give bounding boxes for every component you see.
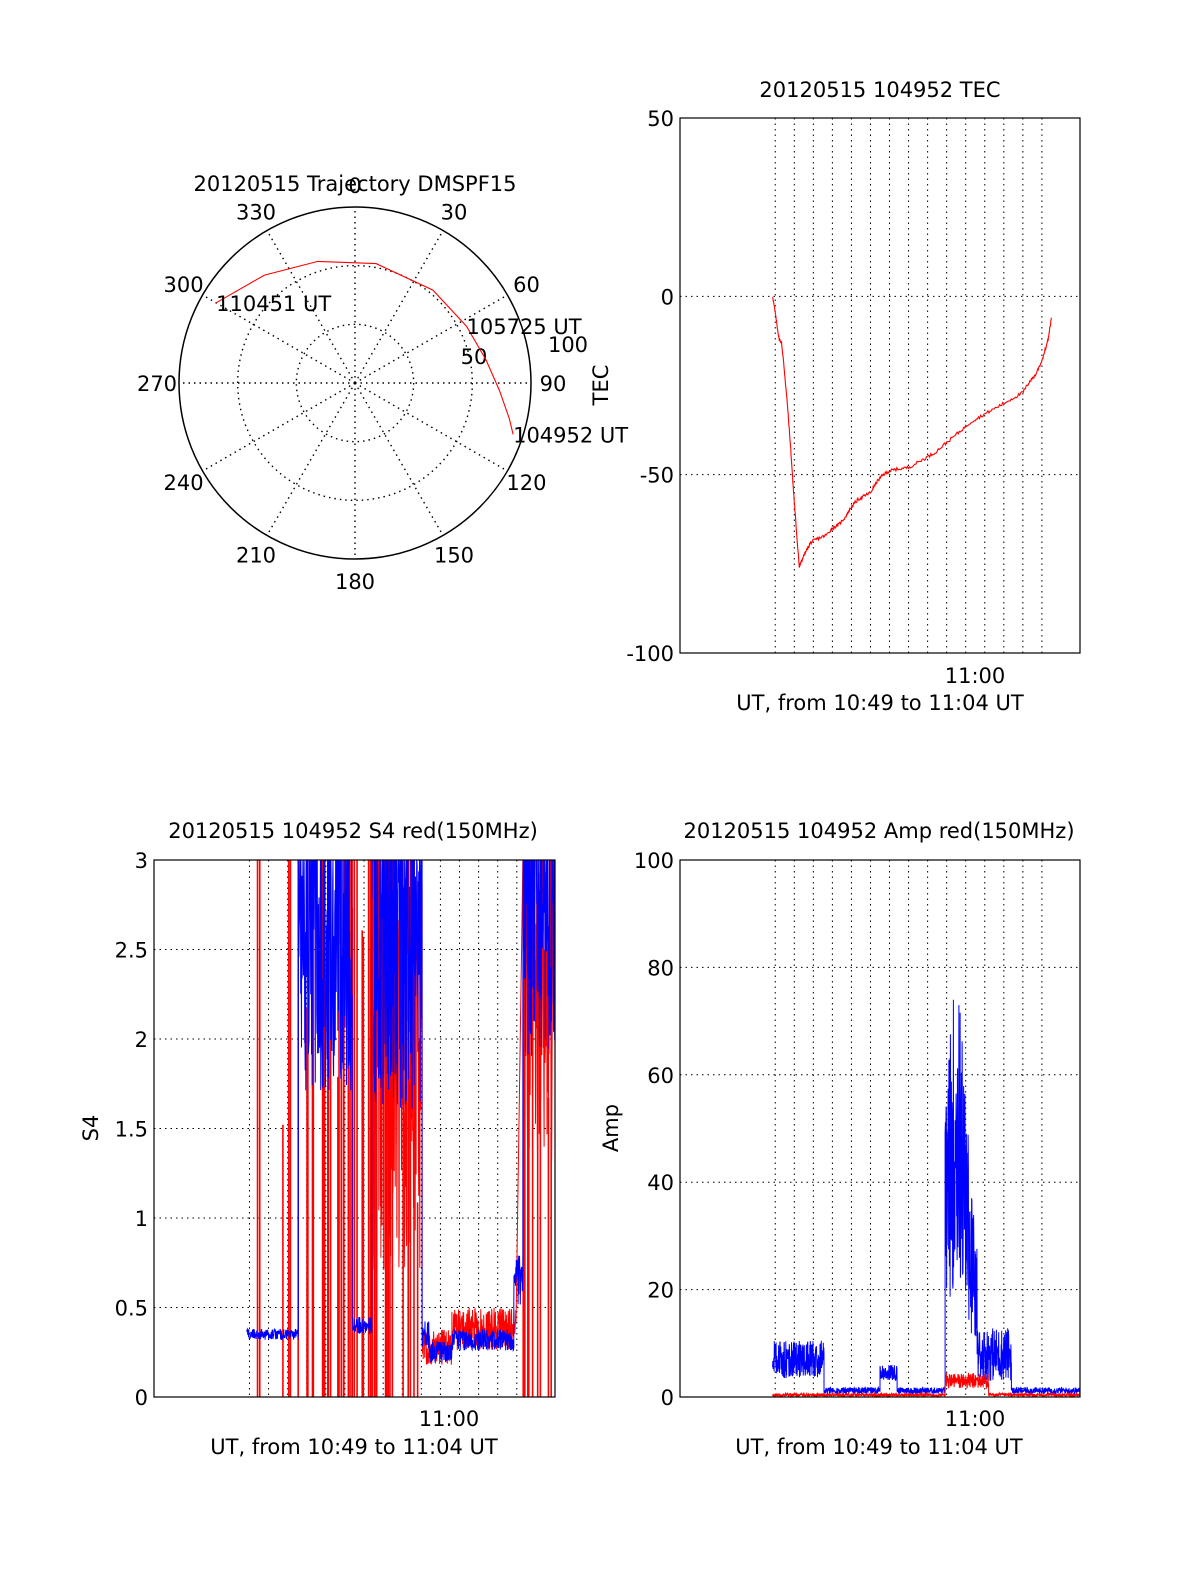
polar-spoke: [266, 230, 356, 384]
polar-spoke: [202, 294, 356, 384]
y-tick-label: 0: [135, 1386, 148, 1410]
azimuth-label-330: 330: [236, 201, 276, 225]
polar-plot: 20120515 Trajectory DMSPF15 0 30 60 90 120 15…: [137, 172, 628, 594]
polar-spoke: [202, 382, 356, 472]
y-tick-label: -100: [626, 642, 674, 666]
y-tick-label: -50: [640, 464, 674, 488]
y-tick-label: 20: [647, 1279, 674, 1303]
azimuth-label-300: 300: [163, 273, 203, 297]
s4-series: [246, 859, 556, 1397]
amp-frame: [679, 859, 1081, 1398]
y-tick-label: 0: [661, 285, 674, 309]
y-tick-label: 60: [647, 1064, 674, 1088]
y-tick-label: 1.5: [115, 1118, 148, 1142]
amp-series: [772, 999, 1081, 1399]
azimuth-label-270: 270: [137, 372, 177, 396]
tec-series: [772, 297, 1052, 568]
y-tick-label: 40: [647, 1171, 674, 1195]
polar-outer-circle: [178, 206, 532, 560]
azimuth-label-120: 120: [506, 471, 546, 495]
azimuth-label-240: 240: [163, 471, 203, 495]
polar-spoke: [354, 230, 444, 384]
polar-title: 20120515 Trajectory DMSPF15: [193, 172, 516, 196]
polar-azimuth-labels: 0 30 60 90 120 150 180 210 240 270 300 330: [137, 174, 566, 594]
polar-spoke: [354, 382, 508, 472]
y-tick-label: 3: [135, 849, 148, 873]
azimuth-label-150: 150: [434, 543, 474, 567]
tec-title: 20120515 104952 TEC: [759, 78, 1000, 102]
azimuth-label-210: 210: [236, 543, 276, 567]
s4-blue-line: [246, 859, 556, 1365]
tec-x-tick-label: 11:00: [945, 664, 1006, 688]
tec-y-ticks: 50 0 -50 -100: [626, 107, 674, 666]
polar-spoke: [354, 382, 444, 536]
polar-ring: [236, 264, 474, 502]
tec-plot: 20120515 104952 TEC 50 0 -50 -100 11:00 UT,…: [626, 78, 1081, 715]
y-tick-label: 2: [135, 1028, 148, 1052]
s4-title: 20120515 104952 S4 red(150MHz): [168, 819, 538, 843]
radial-axis-title: TEC: [589, 365, 613, 407]
radial-label-100: 100: [548, 333, 588, 357]
amp-grid: [680, 860, 1080, 1397]
tec-line: [772, 297, 1052, 568]
azimuth-label-30: 30: [441, 201, 468, 225]
azimuth-label-180: 180: [335, 570, 375, 594]
azimuth-label-90: 90: [540, 372, 567, 396]
s4-y-ticks: 3 2.5 2 1.5 1 0.5 0: [115, 849, 148, 1410]
s4-x-tick-label: 11:00: [419, 1407, 480, 1431]
tec-x-label: UT, from 10:49 to 11:04 UT: [736, 691, 1024, 715]
azimuth-label-60: 60: [513, 273, 540, 297]
trajectory-line: [215, 260, 514, 435]
polar-ring: [295, 323, 415, 443]
amp-blue-line: [772, 999, 1081, 1396]
tec-frame: [679, 117, 1081, 654]
y-tick-label: 80: [647, 956, 674, 980]
trajectory-label: 105725 UT: [467, 315, 582, 339]
amp-plot: 20120515 104952 Amp red(150MHz) 100 80 60 4…: [599, 819, 1081, 1459]
s4-x-label: UT, from 10:49 to 11:04 UT: [210, 1435, 498, 1459]
azimuth-label-0: 0: [348, 174, 361, 198]
amp-title: 20120515 104952 Amp red(150MHz): [683, 819, 1074, 843]
amp-x-label: UT, from 10:49 to 11:04 UT: [735, 1435, 1023, 1459]
amp-y-label: Amp: [599, 1104, 623, 1152]
tec-grid: [680, 118, 1080, 653]
y-tick-label: 50: [647, 107, 674, 131]
y-tick-label: 2.5: [115, 939, 148, 963]
amp-red-line: [772, 1372, 1081, 1399]
y-tick-label: 1: [135, 1207, 148, 1231]
trajectory-label: 110451 UT: [216, 292, 331, 316]
polar-spoke: [266, 382, 356, 536]
polar-spoke: [354, 294, 508, 384]
s4-y-label: S4: [79, 1115, 103, 1142]
trajectory-label: 104952 UT: [513, 423, 628, 447]
y-tick-label: 0: [661, 1386, 674, 1410]
s4-plot: 20120515 104952 S4 red(150MHz) 3 2.5 2 1.5 1…: [79, 819, 556, 1459]
polar-grid: [179, 207, 531, 559]
s4-frame: [153, 859, 556, 1398]
radial-label-50: 50: [461, 345, 488, 369]
y-tick-label: 100: [634, 849, 674, 873]
trajectory: 110451 UT 105725 UT 104952 UT: [215, 260, 628, 447]
amp-y-ticks: 100 80 60 40 20 0: [634, 849, 674, 1410]
amp-x-tick-label: 11:00: [945, 1407, 1006, 1431]
y-tick-label: 0.5: [115, 1297, 148, 1321]
